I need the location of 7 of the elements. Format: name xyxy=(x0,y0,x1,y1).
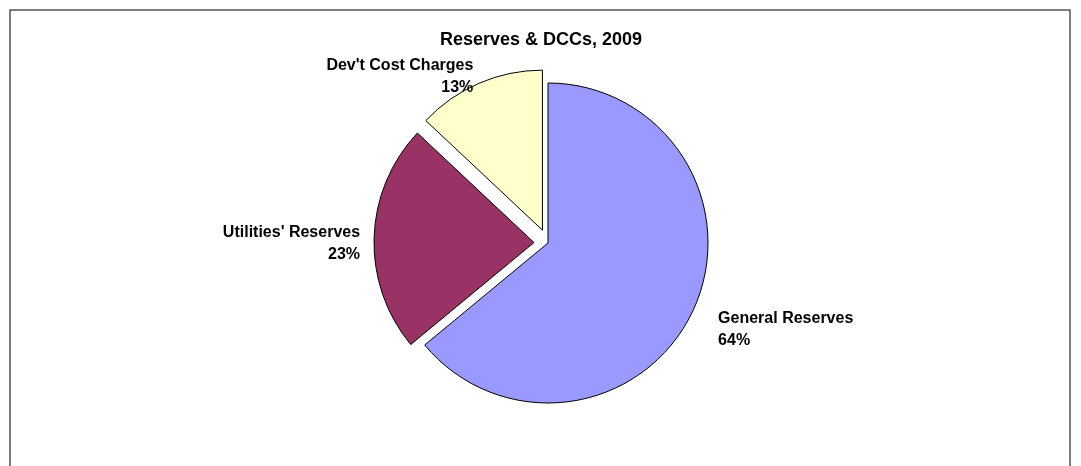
data-label: 64% xyxy=(718,331,751,349)
data-label: 13% xyxy=(441,78,474,96)
slice-label: Utilities' Reserves xyxy=(222,223,361,241)
slice-label: Dev't Cost Charges xyxy=(326,56,474,74)
chart-title: Reserves & DCCs, 2009 xyxy=(439,29,643,49)
data-label: 23% xyxy=(328,245,361,263)
slice-label: General Reserves xyxy=(718,309,854,327)
